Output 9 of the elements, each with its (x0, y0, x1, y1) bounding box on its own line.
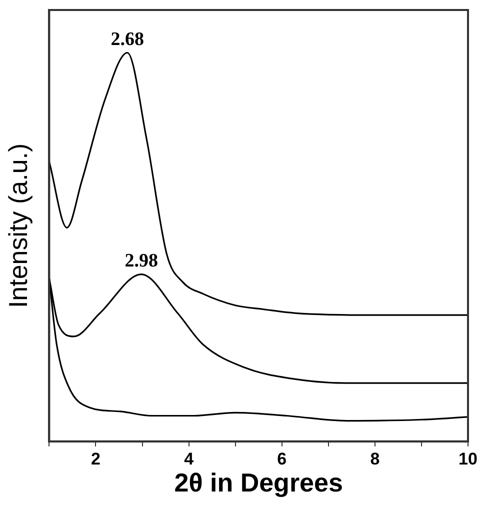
x-tick-label: 2 (91, 449, 100, 468)
x-tick-label: 8 (370, 449, 380, 468)
x-tick-label: 10 (458, 449, 478, 468)
x-tick-label: 4 (184, 449, 194, 468)
annotation: 2.98 (124, 250, 158, 272)
x-tick-label: 6 (277, 449, 287, 468)
y-axis-title: Intensity (a.u.) (2, 143, 33, 308)
x-axis-title: 2θ in Degrees (174, 468, 343, 498)
annotation: 2.68 (110, 29, 144, 50)
